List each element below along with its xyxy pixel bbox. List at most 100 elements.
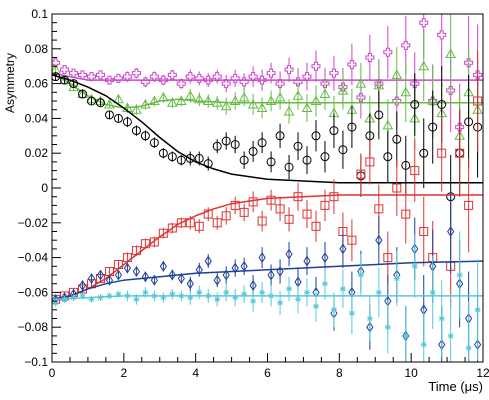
- data-point: [166, 97, 178, 107]
- data-point: [212, 141, 222, 151]
- data-point: [104, 110, 114, 120]
- data-point: [266, 157, 276, 167]
- data-point: [142, 289, 149, 296]
- data-point: [384, 324, 391, 331]
- x-tick-label: 10: [404, 366, 418, 380]
- data-point: [158, 228, 168, 238]
- data-point: [295, 296, 302, 303]
- data-point: [319, 88, 331, 99]
- data-point: [177, 273, 185, 284]
- data-point: [221, 211, 231, 221]
- data-point: [203, 209, 213, 219]
- data-point: [241, 291, 248, 298]
- fit-curve: [52, 194, 483, 301]
- data-point: [275, 131, 285, 141]
- data-point: [114, 269, 123, 281]
- data-point: [131, 68, 141, 78]
- data-point: [239, 77, 249, 87]
- data-point: [420, 341, 427, 348]
- data-point: [113, 113, 123, 123]
- data-point: [78, 89, 88, 99]
- data-point: [87, 72, 97, 82]
- data-point: [230, 200, 240, 210]
- data-point: [365, 157, 375, 167]
- x-tick-label: 6: [264, 366, 271, 380]
- data-point: [123, 262, 132, 274]
- fit-curve: [52, 295, 483, 301]
- data-point: [473, 96, 483, 106]
- data-point: [221, 136, 231, 146]
- data-point: [176, 155, 186, 165]
- data-point: [374, 204, 384, 214]
- data-point: [266, 68, 276, 78]
- data-point: [401, 40, 411, 50]
- data-point: [375, 289, 382, 296]
- data-point: [339, 285, 346, 292]
- data-point: [203, 159, 213, 169]
- data-point: [383, 152, 393, 162]
- data-point: [193, 93, 205, 104]
- data-point: [456, 272, 463, 278]
- fit-curve: [52, 72, 483, 109]
- data-point: [429, 289, 436, 296]
- data-point: [222, 269, 230, 281]
- data-point: [311, 221, 321, 231]
- y-tick-label: 0.06: [25, 77, 49, 91]
- data-point: [223, 289, 230, 296]
- data-point: [249, 280, 257, 291]
- data-point: [87, 96, 97, 106]
- data-point: [265, 95, 277, 105]
- data-point: [302, 209, 312, 219]
- series-2: [52, 14, 483, 180]
- data-point: [391, 69, 403, 79]
- data-point: [258, 252, 266, 264]
- data-point: [418, 60, 430, 71]
- data-point: [212, 72, 222, 82]
- y-tick-label: −0.06: [18, 285, 49, 299]
- x-tick-label: 8: [336, 366, 343, 380]
- data-point: [392, 134, 402, 144]
- data-point: [357, 272, 364, 278]
- plot-marks: [52, 14, 483, 362]
- data-point: [247, 98, 259, 109]
- data-point: [355, 78, 367, 88]
- data-point: [220, 100, 232, 111]
- data-point: [285, 248, 293, 260]
- data-point: [310, 95, 322, 105]
- data-point: [87, 273, 96, 284]
- data-point: [95, 70, 105, 80]
- data-point: [277, 299, 284, 306]
- data-point: [337, 85, 349, 95]
- data-point: [167, 223, 177, 233]
- data-point: [257, 216, 267, 226]
- data-point: [373, 79, 385, 90]
- data-point: [419, 18, 429, 28]
- plot-frame: [51, 13, 484, 363]
- data-point: [392, 183, 402, 193]
- data-point: [52, 299, 59, 306]
- data-point: [374, 110, 384, 120]
- y-tick-label: −0.04: [18, 251, 49, 265]
- data-point: [140, 131, 150, 141]
- fit-curve: [52, 72, 483, 81]
- y-tick-label: −0.1: [24, 355, 48, 369]
- data-point: [365, 53, 375, 62]
- data-point: [302, 72, 312, 82]
- data-point: [248, 72, 258, 82]
- data-point: [131, 126, 141, 136]
- data-point: [149, 237, 159, 247]
- data-point: [88, 296, 95, 303]
- data-point: [437, 99, 447, 109]
- data-point: [185, 153, 195, 163]
- data-point: [419, 148, 429, 158]
- data-point: [214, 296, 221, 303]
- data-point: [311, 131, 321, 141]
- data-point: [455, 148, 465, 158]
- data-point: [195, 264, 203, 276]
- data-point: [186, 278, 194, 290]
- data-point: [204, 255, 212, 267]
- data-point: [329, 68, 339, 78]
- y-tick-label: 0.1: [31, 7, 48, 21]
- data-point: [301, 102, 313, 112]
